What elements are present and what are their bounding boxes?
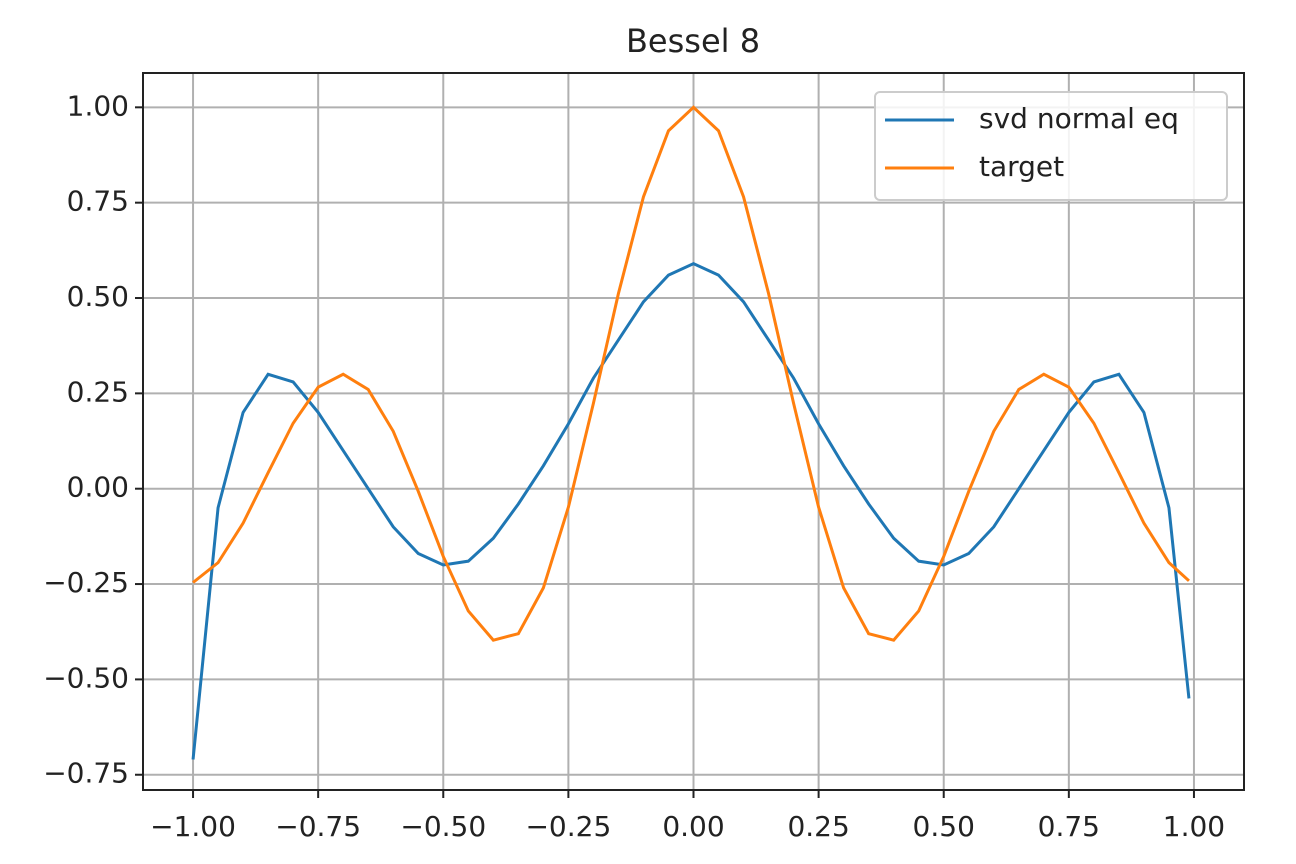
y-tick-label: 0.00 <box>67 471 129 504</box>
plot-frame <box>142 72 1245 791</box>
x-tick-label: 1.00 <box>1163 810 1225 843</box>
y-tick-label: 0.75 <box>67 185 129 218</box>
x-tick-label: −0.50 <box>400 810 486 843</box>
chart-title: Bessel 8 <box>626 22 760 60</box>
x-tick-label: −1.00 <box>150 810 236 843</box>
y-tick-label: 0.50 <box>67 280 129 313</box>
legend-box <box>874 91 1228 201</box>
legend: svd normal eq target <box>874 91 1228 201</box>
y-tick-label: −0.25 <box>43 566 129 599</box>
x-tick-label: −0.75 <box>275 810 361 843</box>
legend-label: svd normal eq <box>979 102 1179 135</box>
x-tick-label: 0.50 <box>913 810 975 843</box>
legend-label: target <box>979 150 1064 183</box>
x-tick-label: 0.75 <box>1038 810 1100 843</box>
y-tick-label: 1.00 <box>67 89 129 122</box>
line-series <box>191 262 1191 760</box>
y-tick-label: 0.25 <box>67 375 129 408</box>
y-tick-label: −0.50 <box>43 661 129 694</box>
x-tick-label: −0.25 <box>525 810 611 843</box>
x-tick-label: 0.00 <box>662 810 724 843</box>
y-tick-label: −0.75 <box>43 757 129 790</box>
x-tick-label: 0.25 <box>787 810 849 843</box>
line-series <box>192 105 1190 642</box>
